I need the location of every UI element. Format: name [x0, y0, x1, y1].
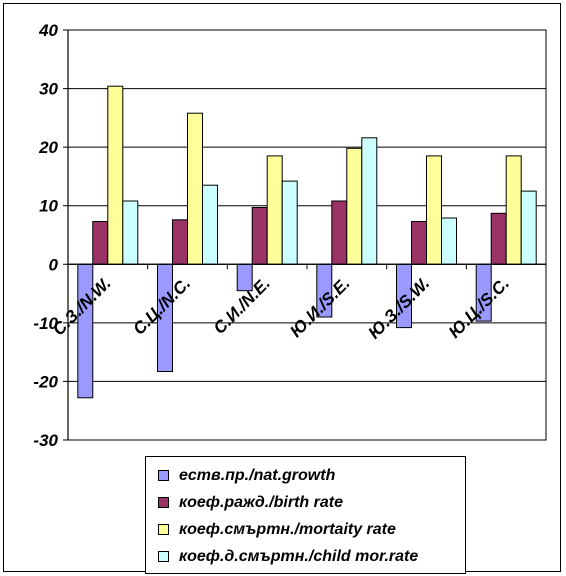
bar — [187, 112, 203, 265]
y-tick-label: 40 — [38, 21, 58, 40]
bar — [361, 137, 378, 265]
bar — [331, 200, 348, 265]
bar — [92, 221, 109, 265]
legend-label: кoeф.cмъpтн./mortaity rate — [179, 520, 396, 538]
plot-border — [67, 29, 547, 441]
y-tick-label: -10 — [33, 314, 58, 333]
bar — [505, 155, 522, 265]
legend-swatch — [158, 470, 169, 481]
bar — [520, 190, 537, 265]
bar — [441, 217, 457, 265]
legend-swatch — [158, 497, 169, 508]
bar — [426, 155, 442, 265]
legend-label: кoeф.д.cмъpтн./child mor.rate — [179, 547, 419, 565]
y-tick-label: 20 — [38, 138, 58, 157]
legend-label: ecmв.пp./nat.growth — [179, 466, 336, 484]
bar — [411, 221, 427, 265]
legend: ecmв.пp./nat.growth кoeф.paжд./birth rate… — [145, 456, 466, 574]
y-tick-label: -20 — [33, 372, 58, 391]
y-tick-label: 0 — [49, 255, 59, 274]
legend-label: кoeф.paжд./birth rate — [179, 493, 343, 511]
y-tick-label: 10 — [39, 197, 58, 216]
bar — [202, 184, 218, 265]
bar — [107, 85, 124, 265]
legend-swatch — [158, 524, 169, 535]
bar — [172, 219, 188, 265]
bar — [251, 207, 268, 265]
legend-item: кoeф.paжд./birth rate — [158, 489, 465, 516]
bar — [490, 212, 507, 265]
bar — [266, 155, 283, 265]
y-tick-label: -30 — [33, 431, 58, 450]
bar — [281, 180, 298, 265]
legend-swatch — [158, 551, 169, 562]
plot-background — [68, 30, 546, 440]
legend-item: кoeф.cмъpтн./mortaity rate — [158, 516, 465, 543]
y-tick-label: 30 — [39, 80, 58, 99]
legend-item: кoeф.д.cмъpтн./child mor.rate — [158, 543, 465, 570]
bar — [122, 200, 139, 265]
legend-item: ecmв.пp./nat.growth — [158, 462, 465, 489]
bar — [346, 147, 363, 265]
